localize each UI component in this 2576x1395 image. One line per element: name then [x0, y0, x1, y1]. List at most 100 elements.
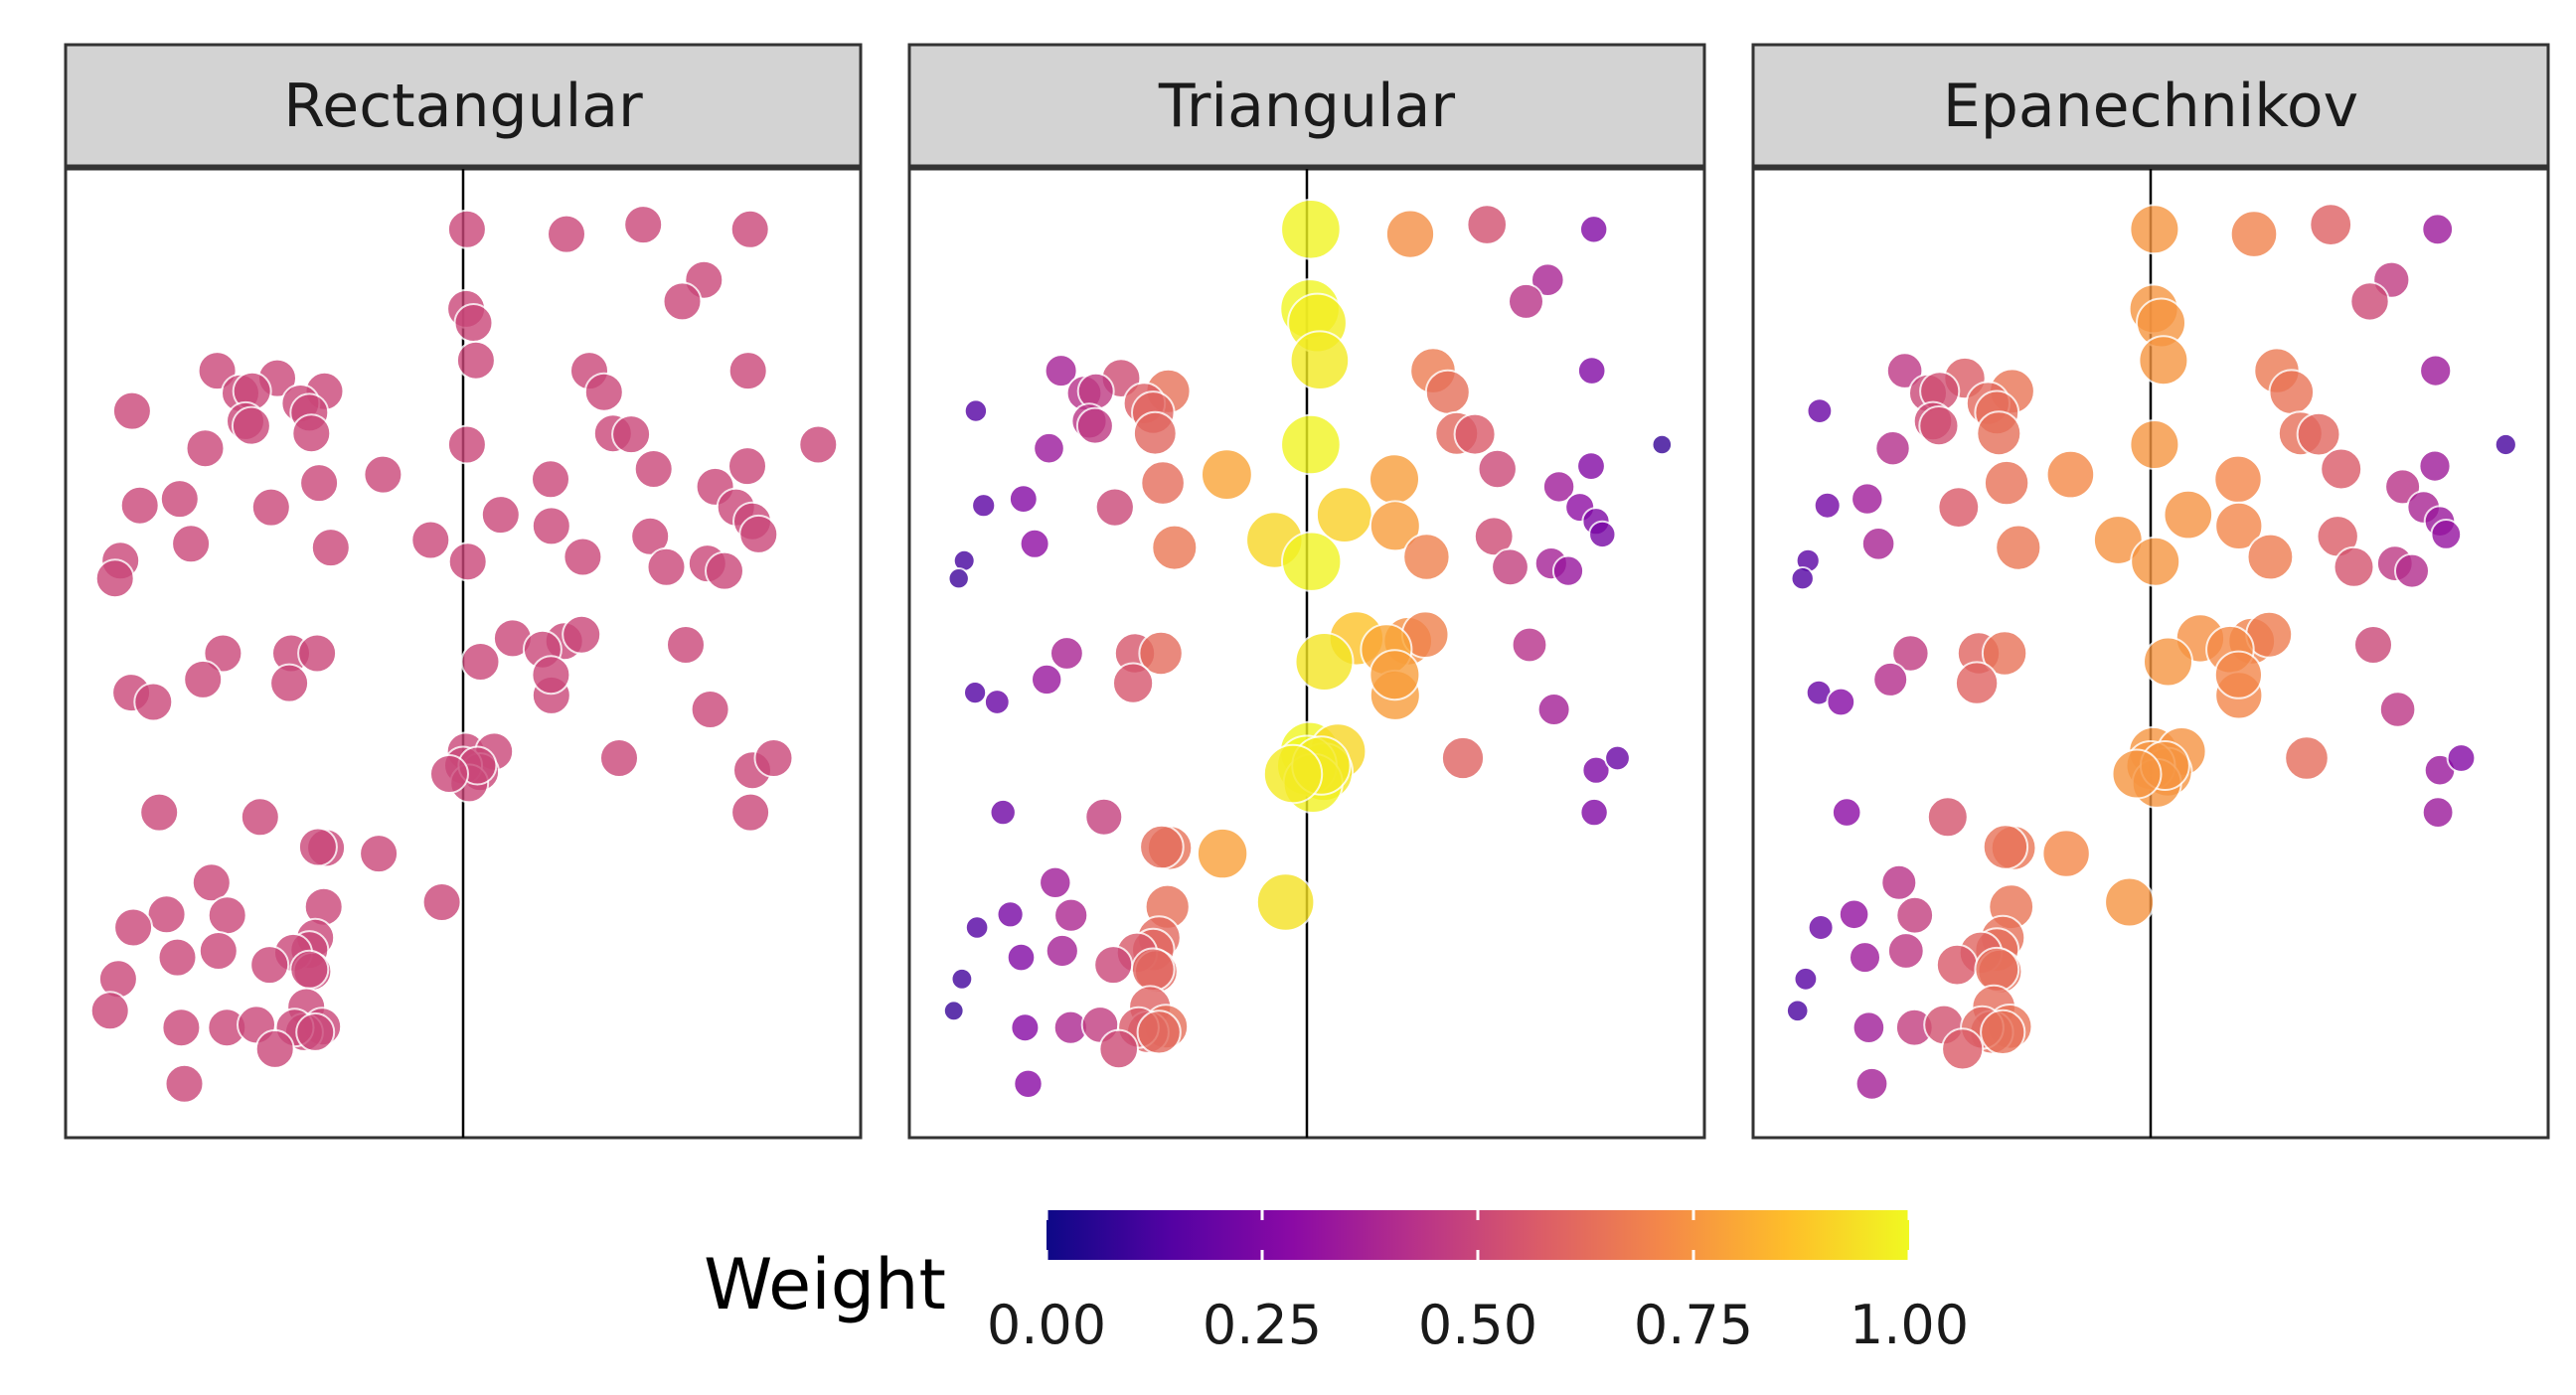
data-point	[1473, 516, 1515, 557]
data-point	[2045, 449, 2096, 500]
data-point	[1466, 204, 1508, 245]
data-point	[1651, 433, 1674, 456]
data-point	[191, 862, 232, 903]
data-point	[2129, 419, 2180, 470]
data-point	[1579, 215, 1609, 244]
data-point	[1491, 547, 1530, 587]
legend-tick-label: 0.50	[1418, 1294, 1537, 1356]
data-point	[455, 340, 496, 381]
data-point	[2130, 536, 2181, 587]
data-point	[2494, 432, 2517, 457]
data-point	[183, 659, 224, 699]
data-point	[1008, 484, 1039, 515]
data-point	[1604, 744, 1631, 772]
data-point	[1838, 898, 1870, 931]
data-point	[983, 689, 1011, 715]
data-point	[1368, 453, 1420, 506]
data-point	[1281, 531, 1343, 592]
data-point	[1541, 470, 1576, 504]
data-point	[1139, 824, 1185, 870]
data-point	[1935, 943, 1979, 987]
data-point	[705, 550, 744, 591]
data-point	[2353, 625, 2393, 665]
facet-strip	[907, 43, 1706, 168]
data-point	[94, 558, 135, 599]
legend-tick-label: 0.00	[987, 1294, 1106, 1356]
data-point	[146, 894, 187, 935]
data-point	[1368, 500, 1421, 552]
data-point	[447, 542, 488, 582]
data-point	[1826, 687, 1856, 717]
data-point	[531, 459, 570, 500]
data-point	[119, 485, 160, 526]
data-point	[1084, 797, 1124, 837]
data-point	[291, 413, 332, 454]
data-point	[727, 351, 768, 391]
data-point	[1874, 430, 1911, 467]
data-point	[633, 449, 674, 489]
legend-tick-label: 0.25	[1203, 1294, 1322, 1356]
data-point	[460, 642, 501, 682]
legend-title: Weight	[704, 1244, 946, 1325]
data-point	[583, 372, 624, 412]
data-point	[410, 520, 451, 560]
data-point	[563, 537, 603, 577]
data-point	[1980, 1008, 2026, 1056]
data-point	[630, 516, 671, 556]
data-point	[1530, 262, 1565, 298]
data-point	[1954, 661, 2000, 705]
data-point	[1201, 448, 1253, 502]
data-point	[1053, 897, 1089, 933]
data-point	[1976, 410, 2022, 457]
data-point	[1793, 966, 1819, 992]
data-point	[1045, 933, 1079, 969]
data-point	[531, 506, 571, 546]
data-point	[1262, 743, 1324, 805]
data-point	[611, 414, 652, 455]
data-point	[1131, 947, 1176, 993]
data-point	[240, 797, 280, 838]
data-point	[2213, 650, 2263, 699]
data-point	[254, 1028, 295, 1069]
facet-strip-label: Rectangular	[283, 72, 643, 141]
data-point	[1440, 735, 1486, 781]
data-point	[1831, 797, 1862, 828]
data-point	[1136, 1009, 1182, 1055]
data-point	[1112, 662, 1155, 704]
data-point	[1010, 1012, 1041, 1043]
data-point	[1368, 649, 1421, 701]
data-point	[171, 524, 212, 564]
data-point	[1453, 412, 1497, 456]
facet-strip	[64, 43, 863, 168]
data-point	[1536, 693, 1571, 726]
data-point	[963, 681, 988, 705]
data-point	[429, 754, 469, 794]
data-point	[562, 614, 602, 655]
data-point	[480, 495, 521, 536]
data-point	[971, 493, 997, 519]
data-point	[964, 915, 990, 940]
data-point	[727, 446, 767, 487]
data-point	[1044, 354, 1078, 388]
data-point	[249, 945, 290, 986]
data-point	[198, 931, 239, 971]
data-point	[1551, 554, 1585, 587]
data-point	[446, 209, 487, 249]
facet-epa: Epanechnikov	[1751, 43, 2550, 1140]
facet-strip	[1751, 43, 2550, 168]
data-point	[111, 390, 152, 431]
data-point	[2104, 876, 2156, 928]
data-point	[662, 281, 703, 322]
data-point	[1151, 524, 1199, 571]
data-point	[950, 967, 974, 991]
data-point	[161, 1008, 202, 1048]
data-point	[2309, 203, 2353, 247]
data-point	[2349, 281, 2390, 322]
data-point	[250, 487, 291, 528]
data-point	[2246, 533, 2295, 581]
data-point	[2333, 545, 2375, 588]
facet-points	[89, 205, 839, 1104]
data-point	[89, 991, 130, 1031]
data-point	[133, 682, 174, 722]
data-point	[1588, 520, 1617, 549]
